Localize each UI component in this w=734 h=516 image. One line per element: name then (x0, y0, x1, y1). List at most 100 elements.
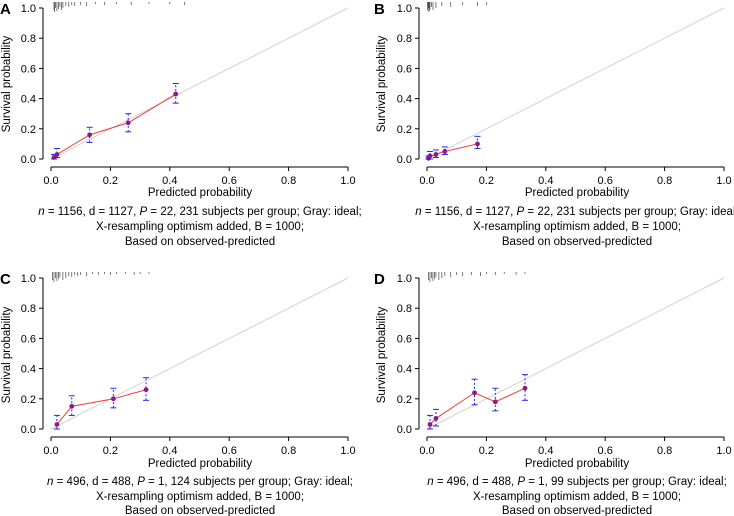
x-tick-label: 0.4 (162, 175, 177, 187)
ideal-line (426, 277, 725, 430)
caption-line-3: Based on observed-predicted (502, 505, 652, 516)
calibration-line (56, 389, 147, 425)
x-tick-label: 1.0 (340, 175, 355, 187)
data-point (433, 152, 439, 157)
ideal-line (426, 7, 725, 160)
data-point (173, 91, 179, 97)
x-tick-label: 0.0 (43, 445, 58, 457)
data-point (427, 422, 433, 427)
x-tick-label: 1.0 (716, 445, 731, 457)
caption-line-1: n = 1156, d = 1127, P = 22, 231 subjects… (38, 206, 361, 218)
y-tick-label: 0.0 (21, 154, 36, 166)
y-tick-label: 0.6 (21, 333, 36, 345)
panel-a: A Survival probability Predicted probabi… (0, 1, 362, 248)
data-point (522, 385, 528, 391)
y-tick-label: 0.4 (397, 364, 412, 376)
y-tick-label: 0.0 (397, 154, 412, 166)
y-tick-label: 0.2 (397, 394, 412, 406)
caption-line-2: X-resampling optimism added, B = 1000; (473, 221, 681, 233)
x-tick-label: 0.6 (598, 175, 613, 187)
y-tick-label: 1.0 (397, 273, 412, 285)
caption-line-1: n = 496, d = 488, P = 1, 99 subjects per… (427, 476, 727, 488)
panel-b: B Survival probability Predicted probabi… (374, 1, 734, 248)
x-tick-label: 0.6 (598, 445, 613, 457)
x-tick-label: 0.8 (281, 175, 296, 187)
x-tick-label: 0.6 (222, 445, 237, 457)
x-axis-label: Predicted probability (148, 458, 252, 470)
panel-c: C Survival probability Predicted probabi… (0, 271, 356, 516)
x-tick-label: 0.0 (419, 445, 434, 457)
x-tick-label: 0.8 (657, 175, 672, 187)
panel-label: A (0, 1, 11, 18)
x-tick-label: 1.0 (340, 445, 355, 457)
y-tick-label: 1.0 (21, 3, 36, 15)
y-tick-label: 0.8 (21, 303, 36, 315)
data-point (442, 149, 448, 154)
y-tick-label: 0.0 (397, 424, 412, 436)
panel-label: C (0, 271, 11, 288)
x-tick-label: 0.2 (103, 175, 118, 187)
x-axis-label: Predicted probability (148, 187, 252, 199)
y-tick-label: 0.2 (21, 124, 36, 136)
caption-line-2: X-resampling optimism added, B = 1000; (473, 491, 681, 503)
y-tick-label: 0.6 (397, 333, 412, 345)
x-tick-label: 0.2 (479, 175, 494, 187)
data-point (472, 390, 477, 396)
y-tick-label: 1.0 (21, 273, 36, 285)
caption-line-2: X-resampling optimism added, B = 1000; (96, 221, 304, 233)
x-tick-label: 0.0 (43, 175, 58, 187)
y-tick-label: 0.0 (21, 424, 36, 436)
ideal-line (50, 7, 349, 160)
y-tick-label: 0.2 (397, 124, 412, 136)
calibration-line (429, 387, 526, 425)
data-point (69, 403, 75, 409)
data-point (125, 120, 131, 126)
caption-line-1: n = 496, d = 488, P = 1, 124 subjects pe… (47, 476, 353, 488)
y-axis-label: Survival probability (1, 35, 13, 132)
y-tick-label: 0.2 (21, 394, 36, 406)
x-tick-label: 0.4 (162, 445, 177, 457)
y-axis-label: Survival probability (376, 306, 388, 403)
panel-d: D Survival probability Predicted probabi… (374, 271, 732, 516)
y-axis-label: Survival probability (1, 306, 13, 403)
data-point (110, 396, 116, 402)
y-tick-label: 0.8 (397, 303, 412, 315)
data-point (54, 152, 60, 157)
y-axis-label: Survival probability (376, 35, 388, 132)
panel-label: D (374, 271, 385, 288)
data-point (427, 153, 433, 159)
y-tick-label: 0.6 (397, 63, 412, 75)
x-tick-label: 0.4 (538, 445, 553, 457)
data-point (433, 416, 439, 421)
y-tick-label: 0.6 (21, 63, 36, 75)
x-tick-label: 0.0 (419, 175, 434, 187)
x-tick-label: 0.8 (657, 445, 672, 457)
x-tick-label: 0.2 (479, 445, 494, 457)
x-axis-label: Predicted probability (525, 187, 629, 199)
x-tick-label: 0.4 (538, 175, 553, 187)
y-tick-label: 1.0 (397, 3, 412, 15)
y-tick-label: 0.8 (397, 33, 412, 45)
ideal-line (50, 277, 349, 430)
panel-label: B (374, 1, 385, 18)
x-tick-label: 0.6 (222, 175, 237, 187)
x-axis-label: Predicted probability (525, 458, 629, 470)
caption-line-3: Based on observed-predicted (502, 236, 652, 248)
data-point (475, 141, 480, 147)
x-tick-label: 1.0 (716, 175, 731, 187)
y-tick-label: 0.4 (21, 94, 36, 106)
x-tick-label: 0.2 (103, 445, 118, 457)
data-point (87, 132, 93, 138)
caption-line-2: X-resampling optimism added, B = 1000; (96, 491, 304, 503)
caption-line-1: n = 1156, d = 1127, P = 22, 231 subjects… (415, 206, 734, 218)
data-point (143, 387, 149, 393)
y-tick-label: 0.4 (21, 364, 36, 376)
caption-line-3: Based on observed-predicted (125, 505, 275, 516)
y-tick-label: 0.4 (397, 94, 412, 106)
caption-line-3: Based on observed-predicted (125, 236, 275, 248)
y-tick-label: 0.8 (21, 33, 36, 45)
data-point (492, 399, 498, 405)
data-point (54, 422, 60, 427)
x-tick-label: 0.8 (281, 445, 296, 457)
